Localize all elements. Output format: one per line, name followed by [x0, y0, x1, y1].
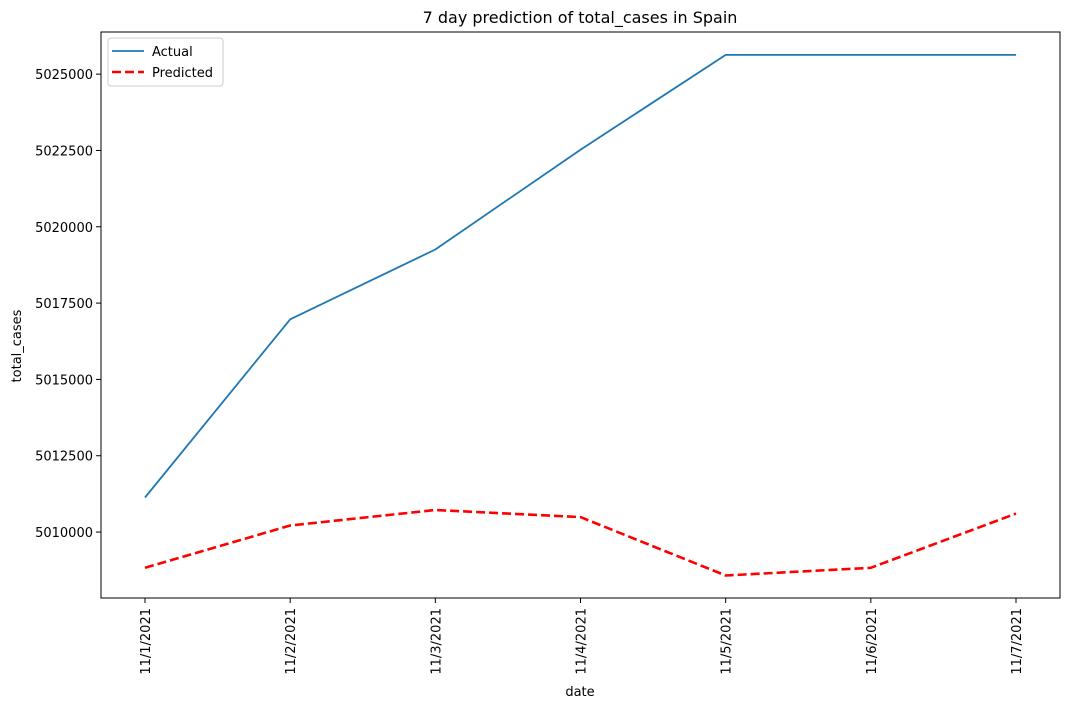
y-tick-label: 5020000 [35, 221, 93, 236]
x-tick-label: 11/1/2021 [139, 608, 154, 675]
y-axis: 5010000 5012500 5015000 5017500 5020000 50225… [35, 68, 101, 541]
y-tick-label: 5017500 [35, 297, 93, 312]
y-tick-label: 5012500 [35, 450, 93, 465]
y-tick-label: 5015000 [35, 373, 93, 388]
x-tick-label: 11/3/2021 [429, 608, 444, 675]
y-tick-label: 5010000 [35, 526, 93, 541]
x-tick-label: 11/6/2021 [865, 608, 880, 675]
legend-box [107, 37, 224, 87]
legend-label-predicted: Predicted [152, 66, 213, 81]
y-axis-label: total_cases [10, 309, 25, 382]
chart-title: 7 day prediction of total_cases in Spain [423, 8, 738, 28]
series-line-predicted [144, 508, 1017, 577]
legend-label-actual: Actual [152, 45, 193, 60]
x-tick-label: 11/4/2021 [575, 608, 590, 675]
x-tick-label: 11/2/2021 [284, 608, 299, 675]
series-line-actual [144, 54, 1016, 499]
legend: Actual Predicted [107, 37, 224, 87]
x-axis-label: date [565, 685, 594, 700]
x-tick-label: 11/5/2021 [720, 608, 735, 675]
y-tick-label: 5022500 [35, 144, 93, 159]
x-axis: 11/1/2021 11/2/2021 11/3/2021 11/4/2021 11/5… [139, 598, 1025, 675]
x-tick-label: 11/7/2021 [1010, 608, 1025, 675]
y-tick-label: 5025000 [35, 68, 93, 83]
